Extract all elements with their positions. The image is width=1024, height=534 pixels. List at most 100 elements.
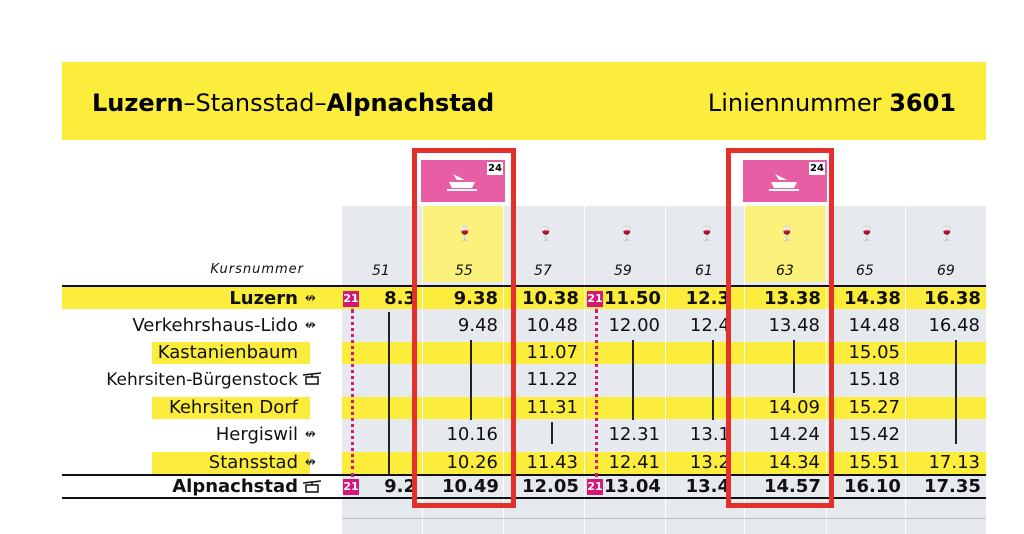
wine-glass-icon: 🍷 <box>537 226 555 242</box>
stop-name: Kehrsiten Dorf <box>168 397 298 418</box>
time-cell: 16.38 <box>924 288 981 309</box>
stop-name: Alpnachstad <box>172 476 298 497</box>
time-cell: 9.38 <box>453 288 498 309</box>
title-banner: Luzern–Stansstad–Alpnachstad Liniennumme… <box>62 62 986 140</box>
boat-badge-number: 24 <box>487 162 503 175</box>
time-cell: 12.05 <box>522 476 579 497</box>
col-divider <box>744 206 745 534</box>
time-cell: 15.27 <box>848 397 900 418</box>
boat-connection-icon: ↮ <box>305 427 316 442</box>
column-bg-55 <box>423 206 503 282</box>
time-cell: 11.22 <box>526 369 578 390</box>
row-separator <box>62 474 986 476</box>
wine-glass-icon: 🍷 <box>778 226 796 242</box>
time-cell: 12.00 <box>608 315 660 336</box>
time-cell: 14.24 <box>768 424 820 445</box>
time-cell: 9.2 <box>384 476 416 497</box>
row-separator <box>342 518 986 519</box>
line-label: Liniennummer <box>707 89 882 117</box>
stop-name: Luzern <box>229 288 298 309</box>
no-stop-bar <box>955 340 957 444</box>
time-cell: 12.4 <box>689 315 730 336</box>
time-cell: 14.38 <box>844 288 901 309</box>
col-divider <box>905 206 906 534</box>
time-cell: 15.05 <box>848 342 900 363</box>
wine-glass-icon: 🍷 <box>938 226 956 242</box>
route-mid: Stansstad <box>195 89 315 117</box>
route-dash: – <box>183 89 196 117</box>
boat-connection-icon: ↮ <box>305 291 316 306</box>
time-cell: 8.3 <box>384 288 416 309</box>
time-cell: 15.18 <box>848 369 900 390</box>
row-bg <box>62 287 986 309</box>
time-cell: 11.31 <box>526 397 578 418</box>
time-cell: 15.42 <box>848 424 900 445</box>
line-number: Liniennummer 3601 <box>708 89 956 117</box>
time-cell: 14.57 <box>764 476 821 497</box>
boat-icon <box>769 174 799 191</box>
kursnummer-label: Kursnummer <box>210 262 304 277</box>
time-cell: 10.38 <box>522 288 579 309</box>
course-number: 65 <box>856 263 874 279</box>
course-number: 55 <box>455 263 473 279</box>
col-divider <box>584 206 585 534</box>
time-cell: 10.48 <box>526 315 578 336</box>
transfer-badge: 21 <box>587 479 603 495</box>
no-stop-bar <box>388 312 390 474</box>
transfer-dotted-line <box>595 309 598 477</box>
transfer-dotted-line <box>351 309 354 477</box>
row-bg <box>152 452 310 474</box>
route-dash: – <box>314 89 327 117</box>
course-number: 61 <box>695 263 713 279</box>
column-bg-63 <box>745 206 825 282</box>
boat-badge-63: 24 <box>743 160 827 202</box>
route-start: Luzern <box>92 89 184 117</box>
col-divider <box>503 206 504 534</box>
time-cell: 13.2 <box>689 452 730 473</box>
time-cell: 12.3 <box>685 288 730 309</box>
time-cell: 14.34 <box>768 452 820 473</box>
no-stop-bar <box>470 340 472 420</box>
time-cell: 12.31 <box>608 424 660 445</box>
cable-car-icon <box>303 480 321 493</box>
transfer-badge: 21 <box>587 291 603 307</box>
time-cell: 11.50 <box>604 288 661 309</box>
wine-glass-icon: 🍷 <box>456 226 474 242</box>
time-cell: 14.09 <box>768 397 820 418</box>
no-stop-bar <box>551 422 553 444</box>
stop-name: Hergiswil <box>215 424 298 445</box>
time-cell: 10.26 <box>446 452 498 473</box>
course-number: 51 <box>372 263 390 279</box>
time-cell: 14.48 <box>848 315 900 336</box>
line-number-value: 3601 <box>889 89 956 117</box>
stop-name: Verkehrshaus-Lido <box>132 315 298 336</box>
col-divider <box>422 206 423 534</box>
course-number: 63 <box>776 263 794 279</box>
time-cell: 11.43 <box>526 452 578 473</box>
transfer-badge: 21 <box>343 479 359 495</box>
course-number: 57 <box>534 263 552 279</box>
time-cell: 13.4 <box>685 476 730 497</box>
cable-car-icon <box>303 372 321 385</box>
time-cell: 13.48 <box>768 315 820 336</box>
stop-name: Kastanienbaum <box>157 342 298 363</box>
no-stop-bar <box>712 340 714 420</box>
boat-icon <box>447 174 477 191</box>
col-divider <box>665 206 666 534</box>
time-cell: 16.10 <box>844 476 901 497</box>
col-divider <box>826 206 827 534</box>
time-cell: 13.38 <box>764 288 821 309</box>
time-cell: 10.16 <box>446 424 498 445</box>
row-separator <box>62 497 986 499</box>
highlight-frame-63 <box>726 148 834 508</box>
time-cell: 15.51 <box>848 452 900 473</box>
wine-glass-icon: 🍷 <box>618 226 636 242</box>
time-cell: 11.07 <box>526 342 578 363</box>
time-cell: 13.1 <box>689 424 730 445</box>
route-title: Luzern–Stansstad–Alpnachstad <box>92 89 494 117</box>
boat-badge-55: 24 <box>421 160 505 202</box>
row-bg <box>152 342 310 364</box>
no-stop-bar <box>793 340 795 393</box>
time-cell: 17.13 <box>928 452 980 473</box>
course-number: 69 <box>937 263 955 279</box>
